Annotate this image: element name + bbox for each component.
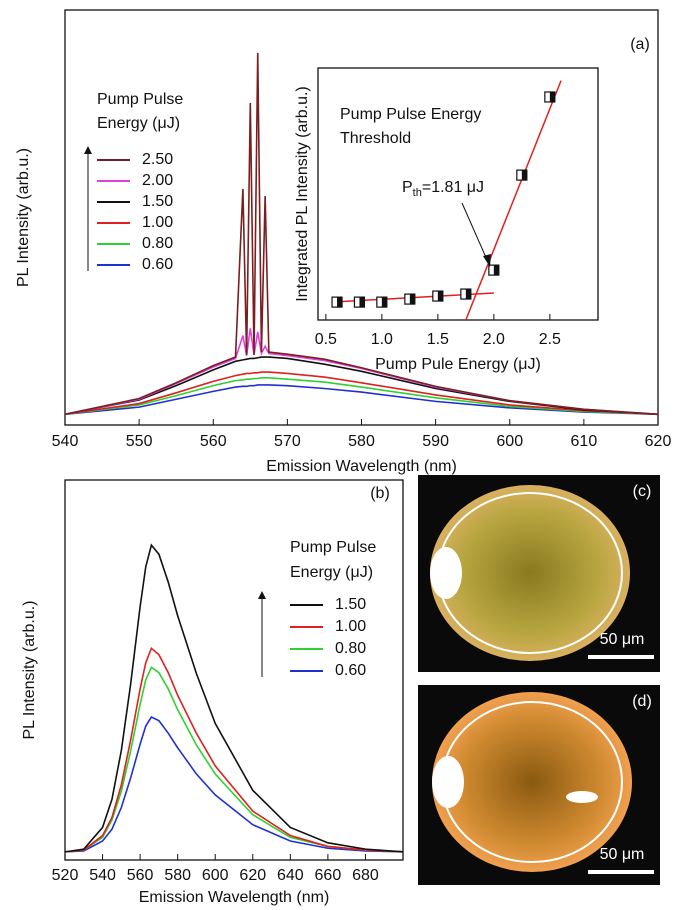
plot-frame [317, 67, 599, 321]
legend-label: 0.80 [142, 235, 173, 252]
legend-arrowhead [84, 146, 92, 154]
fit-line [465, 80, 562, 321]
series-line [64, 716, 404, 853]
panel-label: (c) [633, 483, 652, 500]
x-tick-label: 550 [126, 433, 153, 450]
x-tick-label: 610 [571, 433, 598, 450]
x-tick-label: 560 [200, 433, 227, 450]
point-fill [337, 297, 343, 308]
threshold-sub: th [413, 187, 422, 199]
x-tick-label: 0.5 [315, 331, 337, 348]
series-line [64, 356, 659, 416]
x-tick-label: 660 [315, 867, 342, 884]
point-fill [493, 265, 499, 276]
point-fill [437, 291, 443, 302]
annotation: Pump Pulse Energy [340, 106, 481, 123]
annotation: Threshold [340, 130, 411, 147]
x-tick-label: 2.0 [483, 331, 505, 348]
series-line [64, 376, 659, 416]
legend-arrowhead [258, 591, 266, 599]
x-tick-label: 570 [274, 433, 301, 450]
panel-label: (b) [370, 485, 390, 502]
x-tick-label: 680 [352, 867, 379, 884]
panel-label: (a) [630, 36, 650, 53]
droplet [430, 485, 630, 661]
legend-label: 1.50 [142, 193, 173, 210]
scale-text: 50 μm [600, 846, 645, 863]
legend-label: 1.50 [335, 596, 366, 613]
y-axis-title: PL Intensity (arb.u.) [21, 600, 38, 739]
x-tick-label: 580 [164, 867, 191, 884]
image-d: (d) 50 μm [418, 685, 660, 885]
legend-label: 1.00 [335, 618, 366, 635]
series-line [64, 666, 404, 853]
x-tick-label: 600 [496, 433, 523, 450]
point-fill [549, 91, 555, 102]
image-c: (c) 50 μm [418, 475, 660, 672]
x-tick-label: 640 [277, 867, 304, 884]
spot [430, 547, 462, 599]
x-tick-label: 580 [348, 433, 375, 450]
x-tick-label: 590 [422, 433, 449, 450]
x-tick-label: 540 [52, 433, 79, 450]
legend-label: 0.60 [142, 256, 173, 273]
legend-label: 0.60 [335, 662, 366, 679]
annotation-arrow [461, 202, 489, 263]
threshold-rest: =1.81 μJ [422, 179, 484, 196]
x-tick-label: 1.5 [427, 331, 449, 348]
spot [432, 756, 464, 808]
x-tick-label: 560 [127, 867, 154, 884]
droplet [432, 692, 632, 872]
point-fill [465, 289, 471, 300]
x-tick-label: 600 [202, 867, 229, 884]
y-axis-title: Integrated PL Intensity (arb.u.) [294, 86, 311, 302]
legend-title: Energy (μJ) [97, 115, 180, 132]
point-fill [521, 170, 527, 181]
threshold-p: P [402, 179, 413, 196]
legend-label: 1.00 [142, 214, 173, 231]
series-line [64, 543, 404, 853]
series-line [64, 646, 404, 853]
panel-label: (d) [632, 693, 652, 710]
x-tick-label: 620 [645, 433, 672, 450]
scale-text: 50 μm [600, 631, 645, 648]
spot [566, 791, 598, 803]
point-fill [381, 297, 387, 308]
annotation-arrowhead [483, 254, 491, 267]
point-fill [359, 297, 365, 308]
series-line [64, 52, 659, 416]
x-axis-title: Emission Wavelength (nm) [139, 889, 330, 906]
point-fill [409, 294, 415, 305]
legend-label: 2.00 [142, 172, 173, 189]
x-tick-label: 2.5 [539, 331, 561, 348]
y-axis-title: PL Intensity (arb.u.) [15, 148, 32, 287]
x-axis-title: Pump Pule Energy (μJ) [375, 356, 541, 373]
x-tick-label: 520 [52, 867, 79, 884]
plot-frame [64, 479, 404, 861]
x-tick-label: 620 [239, 867, 266, 884]
legend-label: 0.80 [335, 640, 366, 657]
series-line [64, 371, 659, 416]
x-tick-label: 540 [89, 867, 116, 884]
scale-bar [588, 655, 654, 659]
legend-title: Pump Pulse [290, 539, 376, 556]
x-tick-label: 1.0 [371, 331, 393, 348]
scale-bar [588, 870, 654, 874]
series-line [64, 384, 659, 416]
x-axis-title: Emission Wavelength (nm) [266, 458, 457, 475]
legend-title: Energy (μJ) [290, 564, 373, 581]
threshold-label: Pth=1.81 μJ [402, 179, 484, 199]
legend-label: 2.50 [142, 151, 173, 168]
legend-title: Pump Pulse [97, 91, 183, 108]
